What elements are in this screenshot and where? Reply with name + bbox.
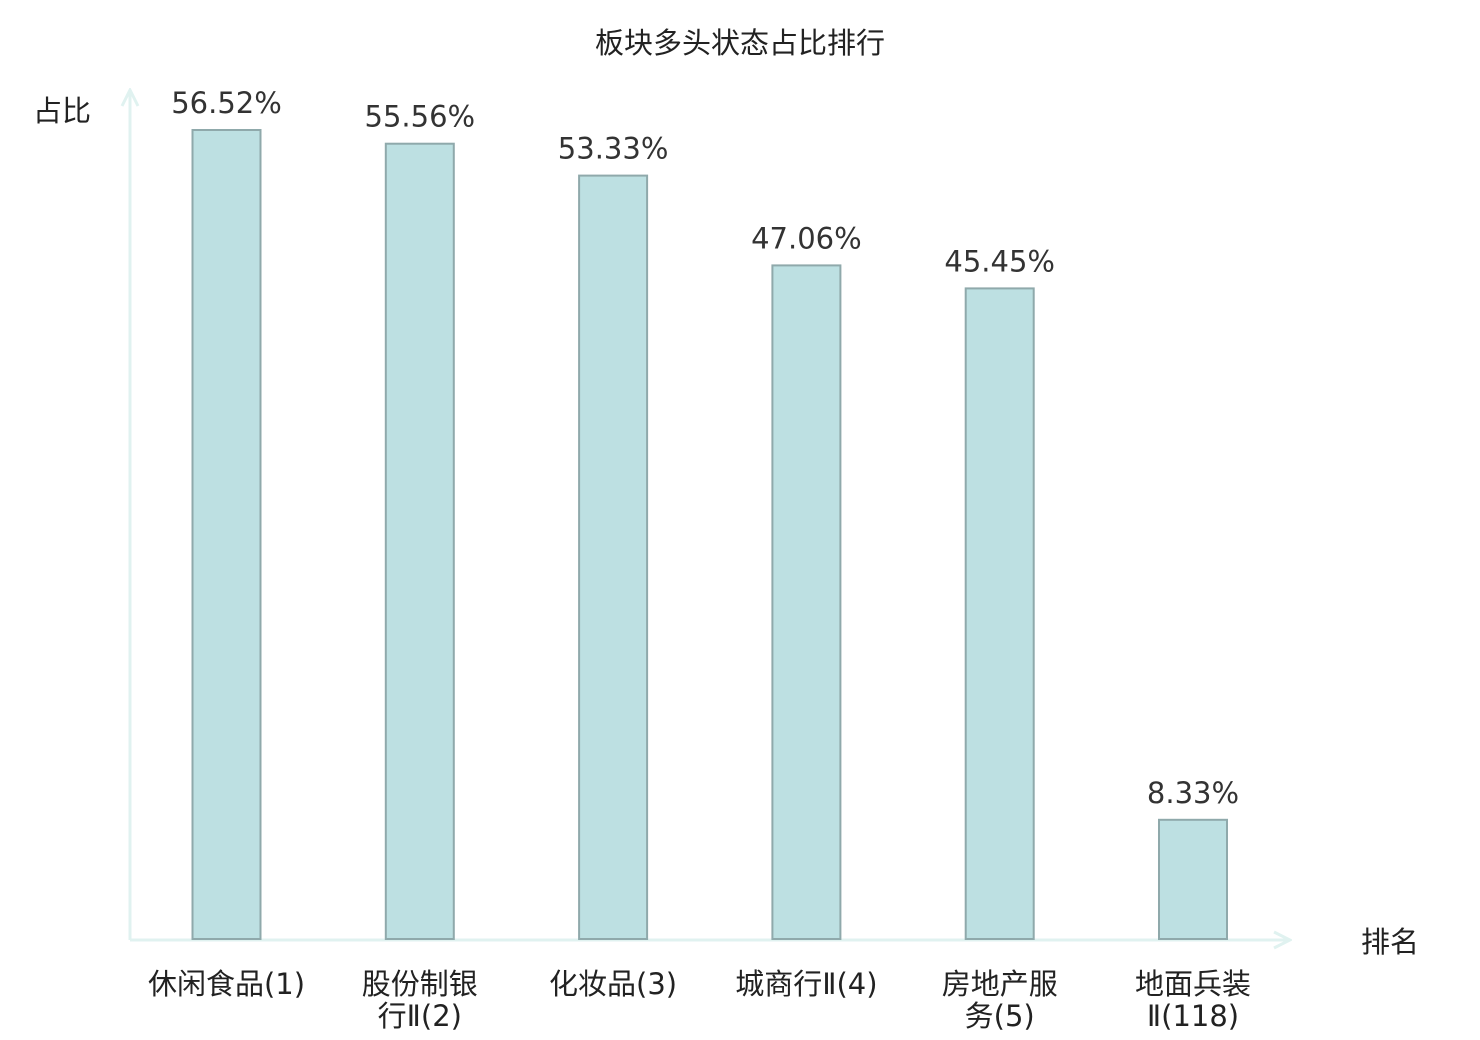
value-label-4: 47.06% — [751, 221, 862, 255]
bars-group — [191, 129, 1228, 941]
category-label-5-line-1: 房地产服 — [942, 967, 1058, 1001]
x-axis-label: 排名 — [1361, 925, 1419, 959]
value-labels-group: 56.52% 55.56% 53.33% 47.06% 45.45% 8.33% — [171, 86, 1239, 810]
category-label-2-line-2: 行Ⅱ(2) — [378, 999, 462, 1033]
y-axis-label: 占比 — [33, 94, 91, 128]
value-label-6: 8.33% — [1147, 776, 1239, 810]
value-label-5: 45.45% — [944, 244, 1055, 278]
bar-5 — [964, 287, 1035, 940]
category-label-4-line-1: 城商行Ⅱ(4) — [735, 967, 877, 1001]
category-label-1-line-1: 休闲食品(1) — [148, 967, 305, 1001]
value-label-1: 56.52% — [171, 86, 282, 120]
category-label-6-line-1: 地面兵装 — [1135, 967, 1251, 1001]
category-label-6-line-2: Ⅱ(118) — [1147, 999, 1239, 1033]
bar-4 — [771, 264, 842, 940]
value-label-3: 53.33% — [558, 132, 669, 166]
category-label-5-line-2: 务(5) — [965, 999, 1035, 1033]
category-label-3-line-1: 化妆品(3) — [549, 967, 677, 1001]
value-label-2: 55.56% — [365, 100, 476, 134]
bar-2 — [384, 142, 455, 940]
category-label-2-line-1: 股份制银 — [362, 967, 478, 1001]
bar-3 — [578, 174, 649, 941]
chart-title: 板块多头状态占比排行 — [595, 26, 885, 60]
bar-1 — [191, 129, 262, 940]
bar-6 — [1158, 818, 1228, 940]
